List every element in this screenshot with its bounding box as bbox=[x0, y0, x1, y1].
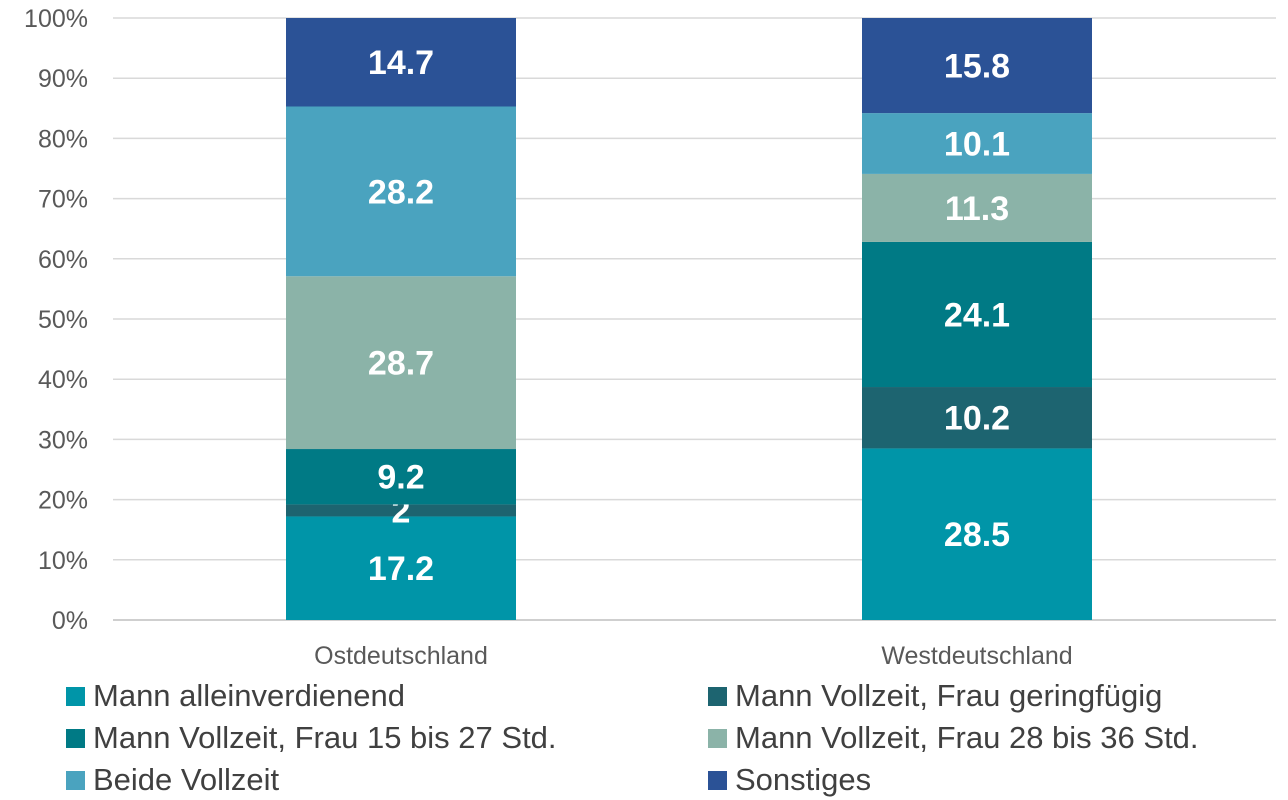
legend-swatch bbox=[66, 728, 85, 748]
bar-segment bbox=[286, 276, 516, 450]
legend-swatch bbox=[708, 728, 727, 748]
legend-item: Mann alleinverdienend bbox=[66, 676, 708, 716]
legend-item: Beide Vollzeit bbox=[66, 760, 708, 800]
legend-item: Mann Vollzeit, Frau 28 bis 36 Std. bbox=[708, 718, 1268, 758]
stacked-bar-chart: 0%10%20%30%40%50%60%70%80%90%100% 17.229… bbox=[24, 5, 1276, 670]
y-tick-label: 80% bbox=[38, 125, 88, 153]
legend-label: Mann Vollzeit, Frau geringfügig bbox=[735, 678, 1163, 713]
bar-segment bbox=[286, 504, 516, 517]
legend-item: Mann Vollzeit, Frau geringfügig bbox=[708, 676, 1268, 716]
bar-segment bbox=[286, 106, 516, 277]
legend-swatch bbox=[708, 686, 727, 706]
legend-label: Beide Vollzeit bbox=[93, 762, 280, 797]
y-tick-label: 70% bbox=[38, 186, 88, 214]
legend-item: Mann Vollzeit, Frau 15 bis 27 Std. bbox=[66, 718, 708, 758]
y-tick-label: 0% bbox=[52, 607, 88, 635]
legend: Mann alleinverdienend Mann Vollzeit, Frau… bbox=[66, 676, 1276, 800]
y-tick-label: 40% bbox=[38, 366, 88, 394]
data-label: 28.5 bbox=[944, 516, 1010, 554]
data-label: 9.2 bbox=[377, 459, 424, 497]
y-tick-label: 30% bbox=[38, 426, 88, 454]
bar-segment bbox=[286, 18, 516, 107]
y-tick-label: 10% bbox=[38, 547, 88, 575]
bar-segment bbox=[862, 448, 1092, 620]
x-axis-ticks: Ostdeutschland Westdeutschland bbox=[314, 642, 1073, 670]
y-tick-label: 50% bbox=[38, 306, 88, 334]
y-axis-ticks: 0% 10% 20% 30% 40% 50% 60% 70% 80% 90% 100% bbox=[24, 5, 88, 635]
x-tick-label: Ostdeutschland bbox=[314, 642, 488, 670]
data-label: 10.1 bbox=[944, 126, 1010, 164]
data-label: 14.7 bbox=[368, 44, 434, 82]
data-label: 28.7 bbox=[368, 345, 434, 383]
data-label: 11.3 bbox=[945, 190, 1009, 228]
y-tick-label: 100% bbox=[24, 5, 88, 33]
y-tick-label: 60% bbox=[38, 246, 88, 274]
x-tick-label: Westdeutschland bbox=[881, 642, 1072, 670]
bar-segment bbox=[286, 516, 516, 620]
bar-segment bbox=[862, 173, 1092, 242]
bar-segment bbox=[862, 387, 1092, 449]
legend-label: Mann Vollzeit, Frau 28 bis 36 Std. bbox=[735, 720, 1199, 755]
data-label: 15.8 bbox=[944, 48, 1010, 86]
bar-segment bbox=[286, 449, 516, 505]
bar-segment bbox=[862, 113, 1092, 174]
legend-item: Sonstiges bbox=[708, 760, 1268, 800]
bars: 17.229.228.728.214.728.510.224.111.310.1… bbox=[286, 18, 1092, 620]
data-label: 17.2 bbox=[368, 550, 434, 588]
legend-swatch bbox=[66, 686, 85, 706]
data-label: 28.2 bbox=[368, 173, 434, 211]
bar-segment bbox=[862, 241, 1092, 388]
data-label: 24.1 bbox=[944, 296, 1010, 334]
y-tick-label: 90% bbox=[38, 65, 88, 93]
legend-label: Mann alleinverdienend bbox=[93, 678, 405, 713]
legend-swatch bbox=[708, 770, 727, 790]
legend-label: Mann Vollzeit, Frau 15 bis 27 Std. bbox=[93, 720, 557, 755]
legend-swatch bbox=[66, 770, 85, 790]
data-label: 10.2 bbox=[944, 400, 1010, 438]
legend-label: Sonstiges bbox=[735, 762, 872, 797]
y-tick-label: 20% bbox=[38, 487, 88, 515]
bar-segment bbox=[862, 18, 1092, 114]
